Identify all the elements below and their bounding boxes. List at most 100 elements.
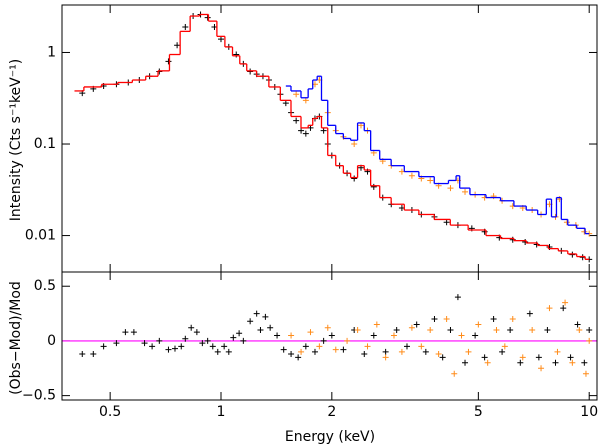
data-point	[214, 348, 221, 355]
data-point	[262, 313, 269, 320]
data-point	[576, 326, 583, 333]
data-point	[517, 359, 524, 366]
data-point	[221, 343, 228, 350]
data-point	[427, 326, 434, 333]
data-point	[302, 343, 309, 350]
data-point	[293, 91, 300, 98]
data-point	[373, 321, 380, 328]
x-tick-label: 2	[327, 404, 336, 420]
data-point	[267, 324, 274, 331]
data-point	[193, 329, 200, 336]
x-tick-label: 0.5	[99, 404, 121, 420]
data-point	[204, 14, 211, 21]
data-point	[458, 332, 465, 339]
data-point	[544, 326, 551, 333]
data-point	[552, 359, 559, 366]
data-point	[354, 326, 361, 333]
data-point	[165, 346, 172, 353]
data-point	[382, 354, 389, 361]
data-point	[230, 334, 237, 341]
data-point	[364, 343, 371, 350]
data-point	[320, 127, 327, 134]
data-point	[295, 354, 302, 361]
data-point	[233, 51, 240, 58]
data-point	[582, 370, 589, 377]
data-point	[298, 348, 305, 355]
data-point	[382, 348, 389, 355]
data-point	[484, 359, 491, 366]
data-point	[447, 326, 454, 333]
y-tick-label: −0.5	[22, 388, 56, 404]
y-axis-label: (Obs−Mod)/Mod	[8, 281, 24, 395]
data-point	[351, 175, 358, 182]
data-point	[307, 329, 314, 336]
data-point	[90, 351, 97, 358]
data-point	[403, 343, 410, 350]
data-point	[171, 345, 178, 352]
data-point	[340, 346, 347, 353]
data-point	[443, 316, 450, 323]
data-point	[199, 340, 206, 347]
data-point	[431, 316, 438, 323]
data-point	[79, 351, 86, 358]
data-point	[413, 321, 420, 328]
data-point	[499, 348, 506, 355]
data-point	[156, 337, 163, 344]
data-point	[569, 359, 576, 366]
data-point	[472, 332, 479, 339]
data-point	[320, 337, 327, 344]
y-tick-label: 0.1	[34, 136, 56, 152]
data-point	[522, 239, 529, 246]
x-tick-label: 10	[580, 404, 598, 420]
data-point	[370, 183, 377, 190]
data-point	[581, 359, 588, 366]
data-point	[418, 343, 425, 350]
data-point	[302, 130, 309, 137]
data-point	[398, 348, 405, 355]
data-point	[535, 354, 542, 361]
data-point	[408, 324, 415, 331]
data-point	[509, 316, 516, 323]
data-point	[204, 337, 211, 344]
data-point	[316, 343, 323, 350]
data-point	[113, 340, 120, 347]
data-point	[393, 326, 400, 333]
data-point	[298, 127, 305, 134]
data-point	[188, 324, 195, 331]
data-point	[562, 299, 569, 306]
data-point	[293, 117, 300, 124]
data-point	[182, 335, 189, 342]
data-point	[130, 329, 137, 336]
data-point	[217, 36, 224, 43]
data-point	[586, 326, 593, 333]
data-point	[288, 351, 295, 358]
data-point	[332, 346, 339, 353]
data-point	[481, 354, 488, 361]
data-point	[451, 370, 458, 377]
data-point	[529, 326, 536, 333]
data-point	[282, 100, 289, 107]
data-point	[435, 351, 442, 358]
data-point	[586, 337, 593, 344]
data-point	[574, 321, 581, 328]
y-tick-label: 0.5	[34, 278, 56, 294]
data-point	[427, 177, 434, 184]
data-point	[422, 348, 429, 355]
y-tick-label: 0.01	[25, 228, 56, 244]
plot-frame	[61, 4, 598, 273]
data-point	[182, 23, 189, 30]
x-tick-label: 5	[474, 404, 483, 420]
data-point	[443, 219, 450, 226]
data-point	[178, 343, 185, 350]
data-point	[526, 310, 533, 317]
data-point	[462, 188, 469, 195]
data-point	[274, 332, 281, 339]
y-tick-label: 0	[47, 333, 56, 349]
data-point	[462, 359, 469, 366]
x-tick-label: 1	[217, 404, 226, 420]
data-point	[554, 348, 561, 355]
data-point	[174, 42, 181, 49]
data-point	[311, 348, 318, 355]
data-point	[324, 324, 331, 331]
data-point	[563, 219, 570, 226]
